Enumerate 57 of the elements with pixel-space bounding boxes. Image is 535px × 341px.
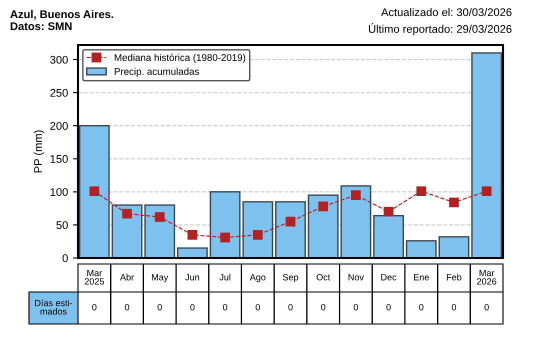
- point: [384, 206, 394, 217]
- text: 0: [386, 304, 391, 310]
- x-tick-label: Jun: [185, 274, 200, 280]
- point: [318, 202, 328, 212]
- point: [89, 186, 100, 196]
- bar: [242, 201, 274, 258]
- text: Días esti- mados: [35, 299, 72, 315]
- point: [220, 232, 230, 242]
- point: [188, 230, 198, 240]
- x-tick-label: Dec: [381, 274, 396, 280]
- point: [154, 212, 165, 222]
- y-tick-label: 50: [56, 221, 68, 230]
- y-tick-label: 0: [62, 254, 68, 262]
- bar: [275, 201, 306, 258]
- x-tick-label: May: [152, 274, 168, 282]
- y-axis-title: PP (mm): [34, 130, 44, 172]
- bar: [308, 194, 339, 258]
- text: 0: [321, 304, 326, 310]
- text: 0: [256, 304, 260, 310]
- text: 0: [158, 304, 162, 310]
- y-tick-label: 150: [50, 155, 68, 163]
- point: [482, 186, 492, 196]
- x-tick-label: Nov: [348, 274, 364, 280]
- x-tick-label: Jul: [219, 274, 230, 280]
- text: 0: [190, 304, 195, 310]
- chart-title: Azul, Buenos Aires. Datos: SMN: [10, 10, 114, 30]
- text: 0: [124, 304, 130, 310]
- bar: [144, 204, 176, 258]
- point: [351, 190, 361, 200]
- x-tick-label: Mar 2026: [477, 270, 496, 285]
- y-tick-label: 250: [50, 88, 68, 97]
- x-tick-label: Oct: [316, 274, 330, 280]
- legend-label: Mediana histórica (1980-2019): [114, 54, 246, 63]
- x-tick-label: Abr: [120, 274, 134, 280]
- y-tick-label: 200: [50, 122, 68, 130]
- x-tick-label: Mar 2025: [84, 270, 104, 285]
- point: [286, 216, 296, 226]
- y-tick-label: 300: [50, 56, 68, 64]
- x-tick-label: Feb: [446, 274, 462, 280]
- text: 0: [354, 304, 358, 310]
- point: [449, 198, 459, 208]
- text: 0: [288, 304, 293, 310]
- bar: [406, 240, 437, 258]
- x-tick-label: Ene: [414, 274, 429, 280]
- point: [252, 230, 263, 240]
- legend-label: Precip. acumuladas: [114, 68, 200, 77]
- point: [416, 186, 426, 196]
- x-tick-label: Ago: [250, 274, 266, 282]
- text: 0: [222, 304, 228, 310]
- text: 0: [92, 304, 97, 310]
- text: 0: [452, 304, 456, 310]
- chart-subtitle: Actualizado el: 30/03/2026 Último reportado: 29/03/2026: [368, 8, 512, 36]
- text: 0: [419, 304, 424, 310]
- x-tick-label: Sep: [282, 274, 298, 282]
- point: [122, 208, 132, 219]
- text: 0: [484, 304, 489, 310]
- y-tick-label: 100: [50, 188, 68, 196]
